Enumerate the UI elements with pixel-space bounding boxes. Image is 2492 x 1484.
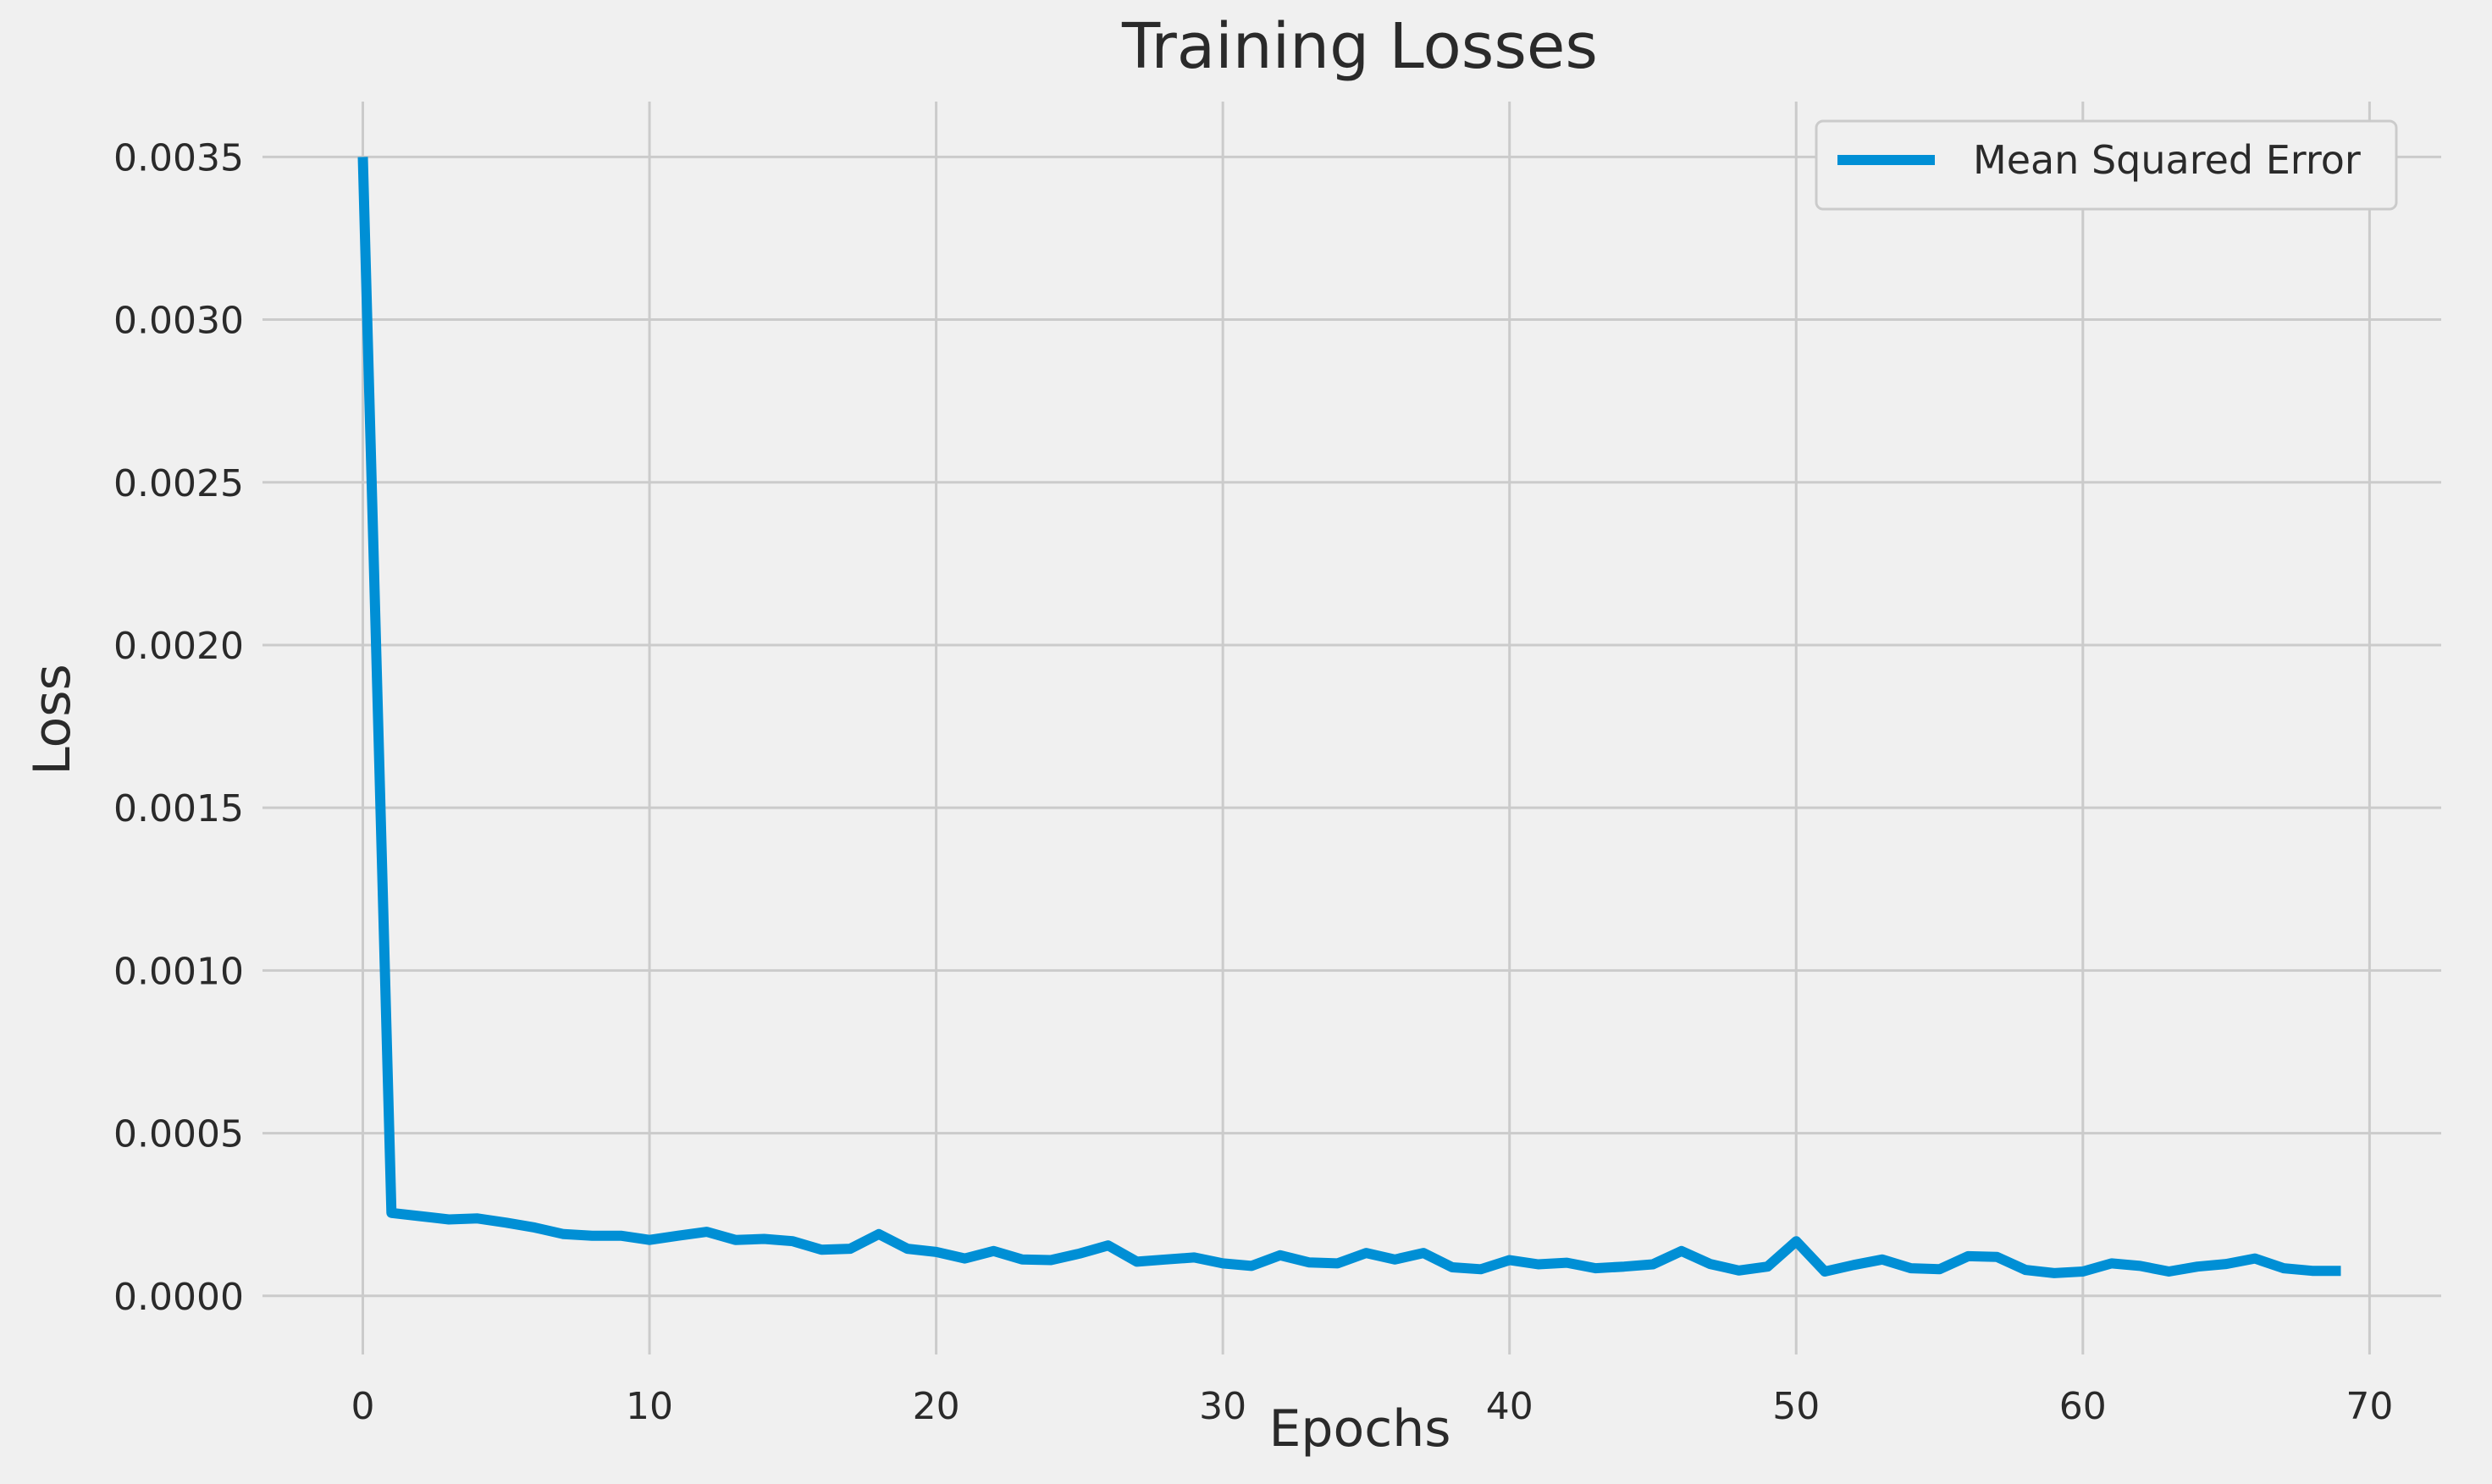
y-tick-label: 0.0020	[113, 625, 244, 668]
legend-box	[1815, 119, 2398, 211]
y-tick-label: 0.0030	[113, 300, 244, 343]
x-tick-label: 60	[2059, 1385, 2107, 1428]
series-line-mean-squared-error	[357, 157, 2341, 1278]
y-tick-label: 0.0035	[113, 136, 244, 179]
y-tick-label: 0.0005	[113, 1113, 244, 1156]
x-tick-label: 40	[1486, 1385, 1533, 1428]
y-tick-label: 0.0025	[113, 462, 244, 505]
x-tick-label: 70	[2346, 1385, 2393, 1428]
chart-title: Training Losses	[1121, 10, 1598, 83]
x-tick-label: 50	[1772, 1385, 1820, 1428]
y-tick-label: 0.0000	[113, 1276, 244, 1319]
y-tick-label: 0.0015	[113, 787, 244, 830]
x-tick-label: 20	[913, 1385, 960, 1428]
x-tick-label: 30	[1199, 1385, 1246, 1428]
legend: Mean Squared Error	[1815, 119, 2398, 211]
tick-labels: 0 10 20 30 40 50 60 70 0.0000 0.0005 0.0010 0.0015 0…	[113, 136, 2393, 1428]
x-tick-label: 0	[351, 1385, 374, 1428]
legend-label-mean-squared-error: Mean Squared Error	[1973, 137, 2361, 183]
series-layer	[357, 157, 2341, 1278]
y-tick-label: 0.0010	[113, 950, 244, 993]
x-axis-label: Epochs	[1269, 1399, 1451, 1459]
gridlines	[262, 102, 2441, 1354]
y-axis-label: Loss	[23, 664, 82, 775]
x-tick-label: 10	[626, 1385, 673, 1428]
